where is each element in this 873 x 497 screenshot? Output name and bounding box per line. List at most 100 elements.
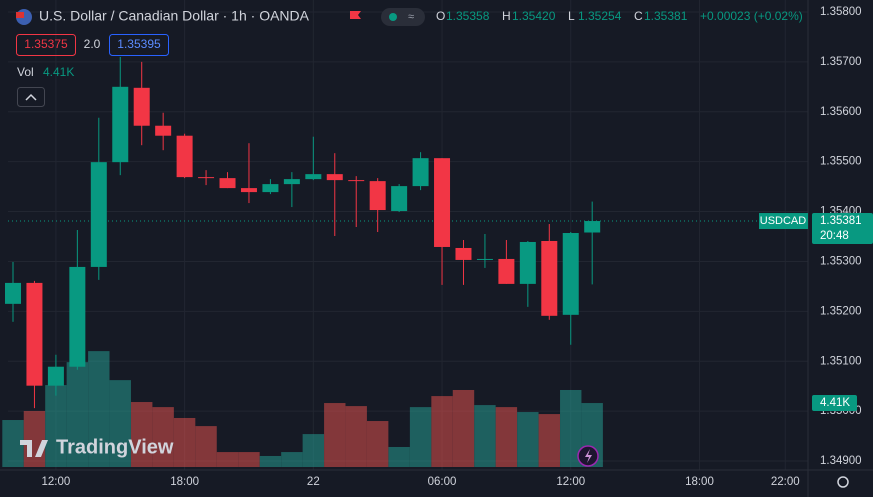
volume-bar <box>88 351 110 467</box>
candle-body <box>369 181 386 211</box>
logo-mark <box>20 440 48 457</box>
volume-bar <box>238 452 260 467</box>
volume-bar <box>345 406 367 467</box>
x-tick-label: 06:00 <box>428 476 457 488</box>
candle-body <box>133 87 150 126</box>
candle-body <box>562 233 579 315</box>
candle-body <box>155 125 172 136</box>
buy-button[interactable] <box>109 34 169 56</box>
bolt-icon <box>585 449 592 463</box>
ohlc-value: 1.35381 <box>644 9 688 23</box>
price-tag <box>812 213 873 245</box>
y-tick-label: 1.35100 <box>820 355 862 367</box>
symbol-tag-text: USDCAD <box>760 215 807 227</box>
candle-body <box>348 180 365 182</box>
volume-bar <box>23 411 46 467</box>
collapse-button[interactable] <box>17 87 45 107</box>
candle-body <box>240 188 257 193</box>
x-tick-label: 22:00 <box>771 476 800 488</box>
candle-body <box>391 186 408 212</box>
logo-text: TradingView <box>56 436 174 458</box>
volume-tag-text: 4.41K <box>820 397 850 409</box>
y-tick-label: 1.35200 <box>820 305 862 317</box>
volume-bar <box>431 396 453 467</box>
candle-body <box>176 135 193 178</box>
x-tick-label: 18:00 <box>170 476 199 488</box>
vol-label: Vol <box>17 65 34 79</box>
settings-button[interactable] <box>837 476 849 488</box>
ohlc-value: 1.35254 <box>578 9 622 23</box>
spread: 2.0 <box>84 37 101 51</box>
volume-bar <box>195 426 217 467</box>
candle-body <box>69 266 86 367</box>
volume-bar <box>45 385 67 467</box>
candle-body <box>47 366 64 386</box>
volume-bar <box>388 446 410 467</box>
x-tick-label: 12:00 <box>42 476 71 488</box>
volume-bar <box>474 405 496 467</box>
volume-bar <box>152 407 174 467</box>
candle-body <box>541 240 558 316</box>
buy-price: 1.35395 <box>117 37 161 51</box>
volume-bar <box>281 452 303 467</box>
symbol-title: U.S. Dollar / Canadian Dollar · 1h · OAN… <box>39 8 310 24</box>
vol-value: 4.41K <box>43 65 74 79</box>
price-tag-text: 1.35381 <box>820 215 862 227</box>
volume-bar <box>409 407 432 467</box>
volume-bar <box>366 421 389 467</box>
x-tick-label: 22 <box>307 476 320 488</box>
ohlc-value: 1.35358 <box>446 9 490 23</box>
candle-body <box>198 177 215 179</box>
candle-body <box>262 184 279 193</box>
y-tick-label: 1.35800 <box>820 6 862 18</box>
volume-tag <box>812 395 857 412</box>
sell-price: 1.35375 <box>24 37 68 51</box>
candle-body <box>412 158 429 187</box>
candles <box>4 56 601 409</box>
volume-pane <box>2 351 603 467</box>
volume-bar <box>109 380 131 467</box>
candle-body <box>455 247 472 260</box>
status-dot <box>389 13 397 21</box>
chevron-icon <box>25 93 37 101</box>
volume-bar <box>560 389 582 467</box>
candle-body <box>434 158 451 247</box>
candle-body <box>26 282 43 386</box>
y-tick-label: 1.35700 <box>820 56 862 68</box>
flag-icon-part <box>16 12 24 18</box>
volume-bar <box>259 455 282 467</box>
candle-body <box>112 86 129 163</box>
ohlc-key: O <box>436 9 445 23</box>
x-tick-label: 18:00 <box>685 476 714 488</box>
countdown-text: 20:48 <box>820 230 849 242</box>
sell-button[interactable] <box>16 34 76 56</box>
volume-bar <box>131 402 153 467</box>
symbol-tag <box>759 213 808 230</box>
candle-body <box>219 178 236 189</box>
ohlc-value: 1.35420 <box>512 9 556 23</box>
volume-bar <box>517 412 539 467</box>
candle-body <box>90 162 107 267</box>
volume-bar <box>302 434 325 467</box>
volume-bar <box>2 420 24 467</box>
volume-bar <box>324 403 346 467</box>
y-tick-label: 1.35600 <box>820 106 862 118</box>
candle-body <box>283 179 300 185</box>
y-tick-label: 1.35500 <box>820 156 862 168</box>
candle-body <box>584 221 601 233</box>
flag-button[interactable] <box>350 11 361 19</box>
status-icon: ≈ <box>408 11 414 23</box>
ohlc-legend: O 1.35358 H 1.35420 L 1.35254 C 1.35381 <box>436 9 688 23</box>
y-tick-label: 1.35300 <box>820 255 862 267</box>
change: +0.00023 (+0.02%) <box>700 9 803 23</box>
ohlc-key: L <box>568 9 575 23</box>
ohlc-key: H <box>502 9 511 23</box>
candle-body <box>305 174 322 180</box>
ohlc-key: C <box>634 9 643 23</box>
candle-body <box>326 174 343 181</box>
status-toggle[interactable] <box>381 8 425 26</box>
y-tick-label: 1.34900 <box>820 455 862 467</box>
volume-bar <box>173 417 196 467</box>
candle-body <box>4 282 21 304</box>
